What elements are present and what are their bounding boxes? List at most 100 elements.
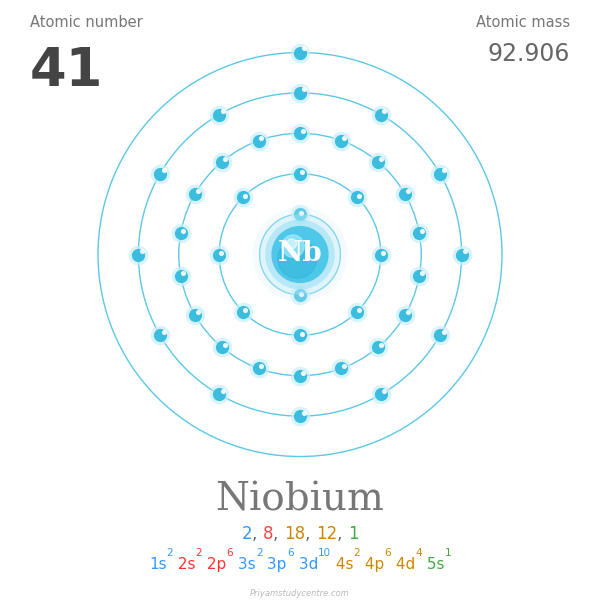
Point — [217, 157, 227, 167]
Point — [179, 226, 188, 236]
Point — [373, 157, 383, 167]
Point — [238, 193, 248, 202]
Point — [376, 154, 385, 164]
Point — [134, 250, 143, 259]
Text: 3d: 3d — [293, 558, 318, 572]
Point — [435, 330, 445, 340]
Point — [376, 110, 386, 119]
Point — [295, 48, 305, 58]
Point — [439, 165, 448, 175]
Point — [417, 226, 427, 236]
Point — [217, 342, 227, 352]
Text: 18: 18 — [284, 525, 305, 544]
Text: ,: , — [305, 525, 316, 544]
Point — [352, 193, 362, 202]
Point — [159, 327, 169, 336]
Text: Niobium: Niobium — [215, 481, 385, 519]
Point — [155, 169, 165, 179]
Point — [457, 250, 466, 259]
Point — [299, 408, 308, 418]
Text: 1: 1 — [347, 525, 358, 544]
Point — [190, 310, 200, 320]
Text: Atomic mass: Atomic mass — [476, 15, 570, 30]
Point — [373, 342, 383, 352]
Point — [298, 126, 307, 136]
Text: 4s: 4s — [331, 558, 353, 572]
Point — [352, 193, 362, 202]
Circle shape — [260, 214, 340, 295]
Text: 4d: 4d — [391, 558, 415, 572]
Point — [217, 157, 227, 167]
Point — [159, 165, 169, 175]
Point — [295, 330, 305, 340]
Text: 1s: 1s — [149, 558, 167, 572]
Point — [238, 307, 248, 316]
Point — [176, 271, 185, 281]
Text: 12: 12 — [316, 525, 337, 544]
Point — [218, 106, 227, 116]
Point — [376, 340, 385, 350]
Text: 2: 2 — [242, 525, 253, 544]
Point — [238, 307, 248, 316]
Point — [214, 250, 224, 259]
Text: 4: 4 — [415, 548, 422, 558]
Point — [457, 250, 466, 259]
Point — [354, 305, 364, 315]
Point — [400, 310, 410, 320]
Point — [380, 386, 389, 396]
Point — [214, 250, 224, 259]
Text: 4p: 4p — [360, 558, 385, 572]
Point — [337, 364, 346, 373]
Point — [417, 268, 427, 278]
Point — [295, 371, 305, 381]
Point — [299, 84, 308, 94]
Text: 41: 41 — [30, 45, 103, 98]
Point — [299, 43, 309, 53]
Text: Priyamstudycentre.com: Priyamstudycentre.com — [250, 589, 350, 598]
Point — [415, 271, 424, 281]
Point — [378, 248, 388, 258]
Point — [376, 250, 386, 259]
Point — [240, 305, 250, 315]
Point — [337, 364, 346, 373]
Circle shape — [287, 239, 296, 249]
Circle shape — [253, 207, 347, 302]
Point — [254, 136, 263, 145]
Point — [238, 193, 248, 202]
Point — [254, 364, 263, 373]
Point — [380, 106, 389, 116]
Point — [176, 271, 185, 281]
Point — [295, 371, 305, 381]
Point — [214, 110, 224, 119]
Text: ,: , — [274, 525, 284, 544]
Point — [298, 368, 307, 378]
Text: 10: 10 — [318, 548, 331, 558]
Point — [295, 290, 305, 300]
Text: 2p: 2p — [202, 558, 227, 572]
Point — [376, 250, 386, 259]
Point — [256, 361, 266, 371]
Point — [295, 48, 305, 58]
Point — [340, 361, 349, 371]
Point — [352, 307, 362, 316]
Point — [295, 290, 305, 300]
Circle shape — [265, 219, 335, 290]
Point — [295, 209, 305, 219]
Point — [216, 248, 226, 258]
Point — [155, 330, 165, 340]
Point — [254, 136, 263, 145]
Point — [256, 133, 266, 143]
Point — [400, 189, 410, 199]
Text: Nb: Nb — [278, 239, 322, 267]
Point — [296, 289, 305, 299]
Point — [297, 328, 307, 338]
Text: 6: 6 — [227, 548, 233, 558]
Text: Atomic number: Atomic number — [30, 15, 143, 30]
Text: ,: , — [253, 525, 263, 544]
Point — [295, 209, 305, 219]
Point — [415, 228, 424, 238]
Point — [176, 228, 185, 238]
Point — [295, 330, 305, 340]
Point — [295, 411, 305, 421]
Text: ,: , — [337, 525, 347, 544]
